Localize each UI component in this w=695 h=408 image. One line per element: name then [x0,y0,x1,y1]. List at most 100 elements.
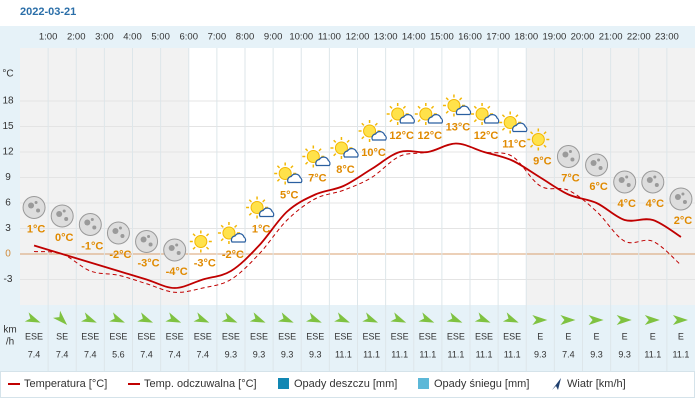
wind-direction: ESE [419,331,437,341]
y-tick-label: 6 [5,198,11,209]
sun-ray [290,165,294,169]
legend-label: Opady śniegu [mm] [434,378,529,390]
moon-spot [674,194,681,200]
sun-ray [305,161,309,165]
hour-label: 23:00 [655,32,679,43]
wind-arrow [616,315,632,325]
wind-arrow [24,312,41,323]
wind-speed: 9.3 [281,349,294,359]
night-shade [104,48,133,305]
sun-ray [473,105,477,109]
wind-direction: ESE [166,331,184,341]
wind-speed: 11.1 [673,349,690,359]
legend-label: Temperatura [°C] [24,378,107,390]
temperature-label: 4°C [646,198,665,210]
moon-spot [625,175,629,179]
hour-label: 5:00 [151,32,170,43]
wind-arrow [362,312,379,323]
moon [613,170,637,194]
wind-direction: E [650,331,656,341]
wind-arrow [672,315,688,325]
temperature-label: -4°C [166,266,188,278]
moon-spot [570,157,575,162]
temperature-label: 1°C [252,223,271,235]
wind-speed: 11.1 [335,349,352,359]
sun-ray [530,144,534,148]
sun [391,107,405,121]
sun-ray [276,178,281,182]
temperature-label: 6°C [589,181,608,193]
wind-speed: 9.3 [618,349,631,359]
night-shade [20,48,49,305]
moon-spot [653,175,657,179]
weather-icon [50,204,74,228]
wind-speed: 7.4 [56,349,69,359]
hour-label: 15:00 [430,32,454,43]
wind-arrow [81,312,97,323]
wind-arrow [109,312,125,323]
weather-icon [471,103,500,125]
sun-ray [248,199,252,203]
moon-spot [118,226,122,230]
weather-icon [302,145,331,168]
moon-spot [28,202,35,209]
weather-icon [274,162,303,185]
y-tick-label: 3 [5,223,11,234]
moon [22,196,46,219]
weather-icon [613,170,637,194]
wind-speed: 11.1 [476,349,493,359]
wind-arrow [334,312,350,323]
sun-ray [205,246,210,250]
moon-spot [646,177,653,183]
hour-header [0,26,695,48]
wind-arrow [418,312,435,323]
temperature-label: 7°C [561,172,580,184]
sun-ray [430,105,435,109]
wind-direction: E [678,331,684,341]
night-shade [48,48,77,305]
temperature-label: 1°C [27,223,46,235]
moon [78,213,102,236]
temperature-label: -2°C [109,249,131,261]
wind-direction: ESE [503,331,521,341]
sun-ray [220,238,224,242]
hour-label: 20:00 [571,32,595,43]
cloud [483,114,500,124]
temperature-label: 12°C [389,130,414,142]
wind-arrow [588,315,604,325]
sun [447,99,461,112]
sun-ray [262,199,266,203]
legend-box [418,378,429,389]
moon [556,145,580,168]
y-tick-label: 15 [2,121,14,132]
night-shade [132,48,161,305]
hour-label: 12:00 [346,32,370,43]
sun-ray [220,224,224,228]
wind-direction: ESE [306,331,324,341]
sun-ray [205,233,210,237]
cloud [512,122,528,133]
sun-ray [501,114,506,118]
weather-icon [499,111,528,134]
moon [669,187,693,211]
sun [334,141,348,155]
wind-arrow [532,315,548,325]
sun-ray [374,122,378,126]
hour-label: 14:00 [402,32,426,43]
weather-icon [358,120,387,142]
hour-label: 9:00 [264,32,283,43]
wind-speed: 11.1 [419,349,436,359]
sun-ray [445,97,449,101]
y-tick-label: 9 [5,172,11,183]
sun-ray [389,105,393,109]
weather-icon [135,230,159,253]
moon [106,221,130,245]
temperature-label: 9°C [533,155,552,167]
sun [531,133,545,146]
moon-spot [562,151,569,158]
y-tick-label: 18 [2,96,14,107]
moon [135,230,159,253]
hour-label: 3:00 [95,32,114,43]
weather-icon [669,187,693,211]
temperature-label: 7°C [308,172,327,184]
